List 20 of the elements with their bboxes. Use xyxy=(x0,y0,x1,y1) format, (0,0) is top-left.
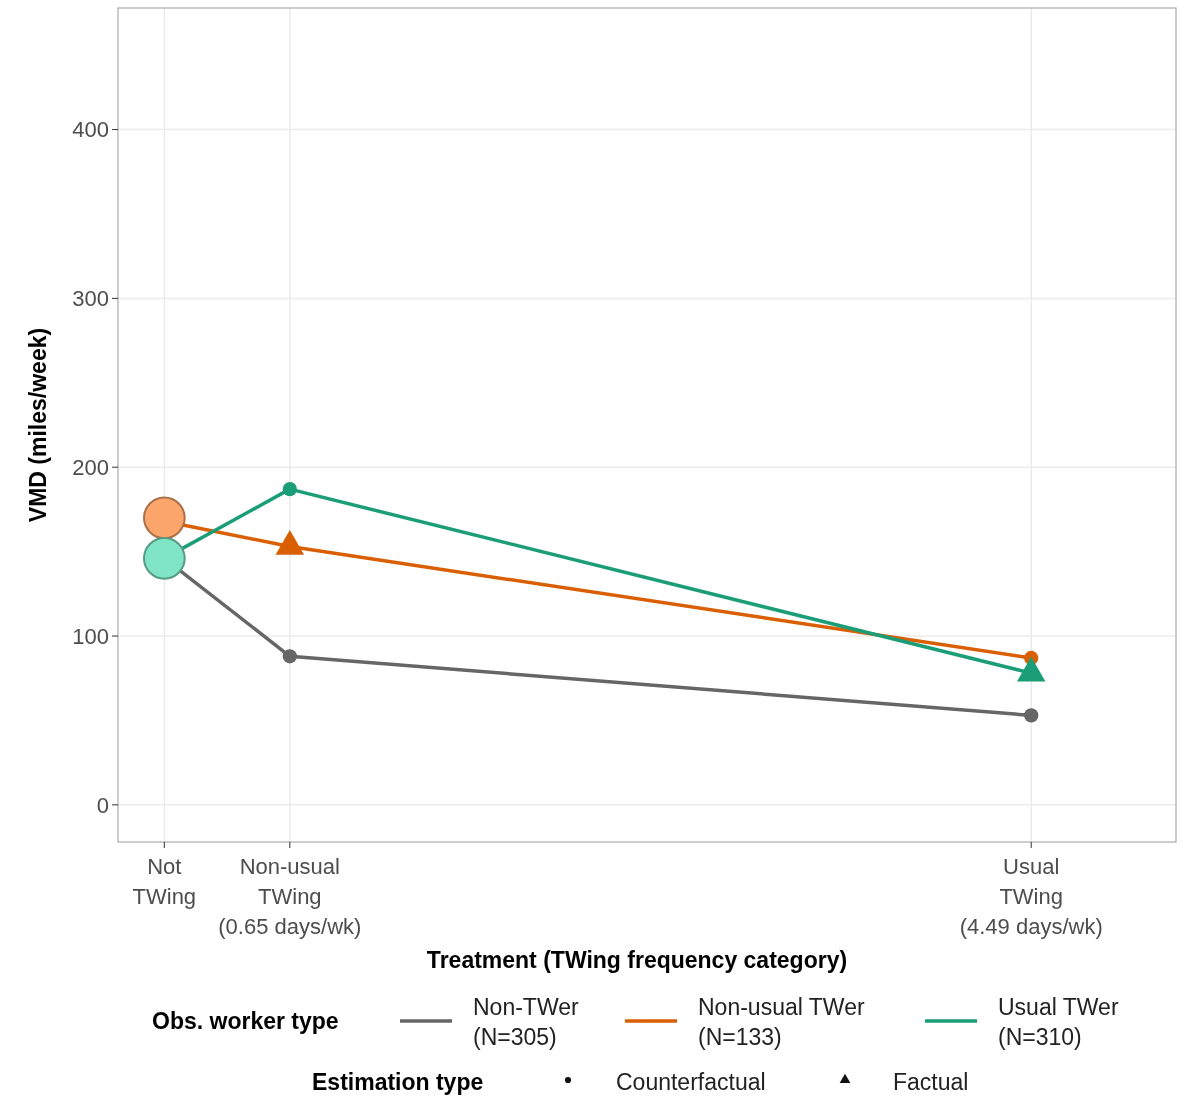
y-tick-label: 100 xyxy=(72,623,109,649)
legend-label: Usual TWer (N=310) xyxy=(998,994,1119,1050)
point xyxy=(282,649,297,664)
point xyxy=(1024,708,1039,723)
y-tick-label: 200 xyxy=(72,454,109,480)
legend-label: Non-usual TWer (N=133) xyxy=(698,994,865,1050)
x-tick-label: Not TWing xyxy=(132,854,197,909)
text: Counterfactual xyxy=(616,1069,766,1095)
x-axis-title: Treatment (TWing frequency category) xyxy=(426,947,848,973)
legend-label: Non-TWer (N=305) xyxy=(473,994,579,1050)
y-tick-label: 0 xyxy=(96,792,109,818)
x-tick-label: Non-usual TWing (0.65 days/wk) xyxy=(218,854,362,939)
legend-title: Obs. worker type xyxy=(152,1008,339,1034)
point xyxy=(282,482,297,497)
y-axis-title: VMD (miles/week) xyxy=(25,327,51,523)
y-tick-label: 400 xyxy=(72,117,109,143)
text: Factual xyxy=(893,1069,969,1095)
y-tick-label: 300 xyxy=(72,286,109,312)
text: Estimation type xyxy=(312,1069,484,1095)
x-tick-label: Usual TWing (4.49 days/wk) xyxy=(959,854,1103,939)
